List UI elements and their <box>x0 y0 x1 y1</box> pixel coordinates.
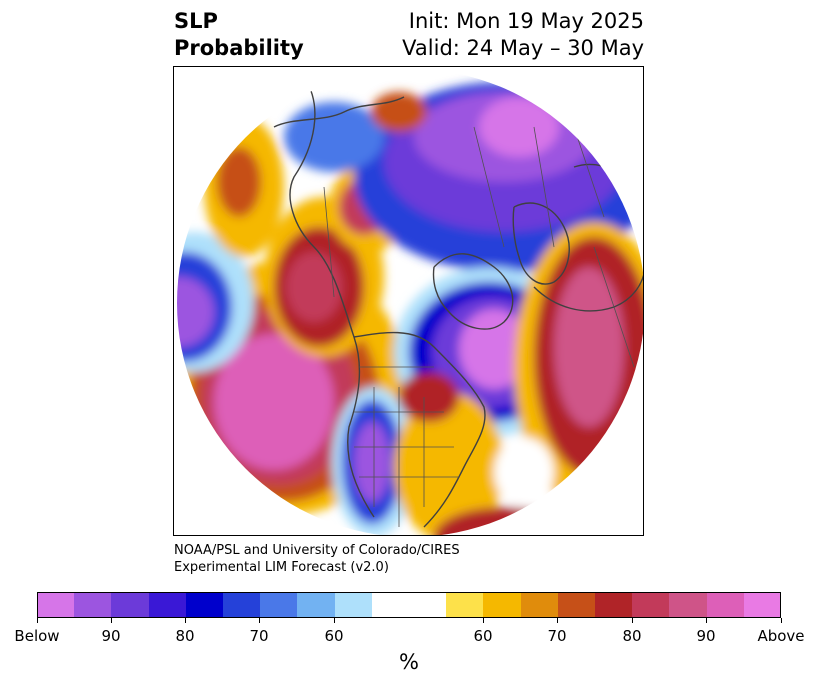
colorbar-unit-label: % <box>399 650 419 674</box>
colorbar-tick <box>482 618 484 623</box>
title-product: Probability <box>174 36 304 60</box>
credit-line-2: Experimental LIM Forecast (v2.0) <box>174 560 389 575</box>
colorbar-tick <box>780 618 782 623</box>
init-date: Init: Mon 19 May 2025 <box>408 9 644 33</box>
colorbar-tick-label: 60 <box>324 627 344 645</box>
colorbar-tick-label: 80 <box>175 627 195 645</box>
us-below-core <box>354 422 390 502</box>
colorbar-tick-label: 80 <box>622 627 642 645</box>
colorbar-segment <box>557 592 596 618</box>
political-borders <box>323 126 635 527</box>
pacific-above-core <box>214 334 334 470</box>
probability-map <box>177 69 643 535</box>
colorbar-segment <box>669 592 708 618</box>
west-pacific-below-core <box>177 277 214 347</box>
colorbar-segment <box>706 592 745 618</box>
colorbar-tick <box>36 618 38 623</box>
colorbar-segment <box>260 592 298 618</box>
beaufort-below <box>284 102 384 172</box>
credit-line-1: NOAA/PSL and University of Colorado/CIRE… <box>174 543 460 558</box>
colorbar-tick <box>705 618 707 623</box>
colorbar-segment <box>111 592 150 618</box>
colorbar-tick-label: 90 <box>696 627 716 645</box>
colorbar-segment <box>446 592 484 618</box>
east-us-above <box>394 392 504 535</box>
coastlines <box>273 76 643 528</box>
colorbar-segment <box>632 592 670 618</box>
colorbar-segment <box>743 592 782 618</box>
colorbar-tick <box>333 618 335 623</box>
map-panel <box>173 66 644 536</box>
colorbar-segment <box>223 592 261 618</box>
colorbar-segment <box>520 592 559 618</box>
colorbar-tick-label: Below <box>14 627 60 645</box>
colorbar-tick <box>110 618 112 623</box>
title-right: Init: Mon 19 May 2025 Valid: 24 May – 30… <box>402 8 644 62</box>
colorbar <box>37 592 782 618</box>
colorbar-segment <box>371 592 410 618</box>
colorbar-tick-label: Above <box>757 627 805 645</box>
colorbar-tick <box>258 618 260 623</box>
colorbar-segment <box>334 592 373 618</box>
east-us-above-core <box>399 372 459 422</box>
credit-text: NOAA/PSL and University of Colorado/CIRE… <box>174 542 460 576</box>
hudson-below-core <box>459 309 529 389</box>
bering-above-core <box>217 147 261 217</box>
colorbar-tick <box>184 618 186 623</box>
colorbar-segment <box>74 592 112 618</box>
colorbar-tick-label: 90 <box>101 627 121 645</box>
valid-range: Valid: 24 May – 30 May <box>402 36 644 60</box>
alaska-above-core <box>286 252 342 322</box>
colorbar-segment <box>185 592 224 618</box>
colorbar-segment <box>409 592 447 618</box>
siberia-below-core <box>479 97 559 157</box>
colorbar-tick <box>556 618 558 623</box>
colorbar-tick-label: 70 <box>547 627 567 645</box>
title-left: SLP Probability <box>174 8 304 62</box>
neutral-nw-atlantic <box>494 437 554 507</box>
atlantic-above-core <box>554 267 624 427</box>
chukchi-above <box>371 92 427 132</box>
colorbar-tick <box>631 618 633 623</box>
colorbar-tick-label: 70 <box>249 627 269 645</box>
colorbar-segment <box>483 592 522 618</box>
colorbar-segment <box>595 592 633 618</box>
colorbar-segment <box>37 592 75 618</box>
title-variable: SLP <box>174 9 218 33</box>
colorbar-tick-label: 60 <box>473 627 493 645</box>
colorbar-segment <box>148 592 187 618</box>
colorbar-segment <box>297 592 336 618</box>
